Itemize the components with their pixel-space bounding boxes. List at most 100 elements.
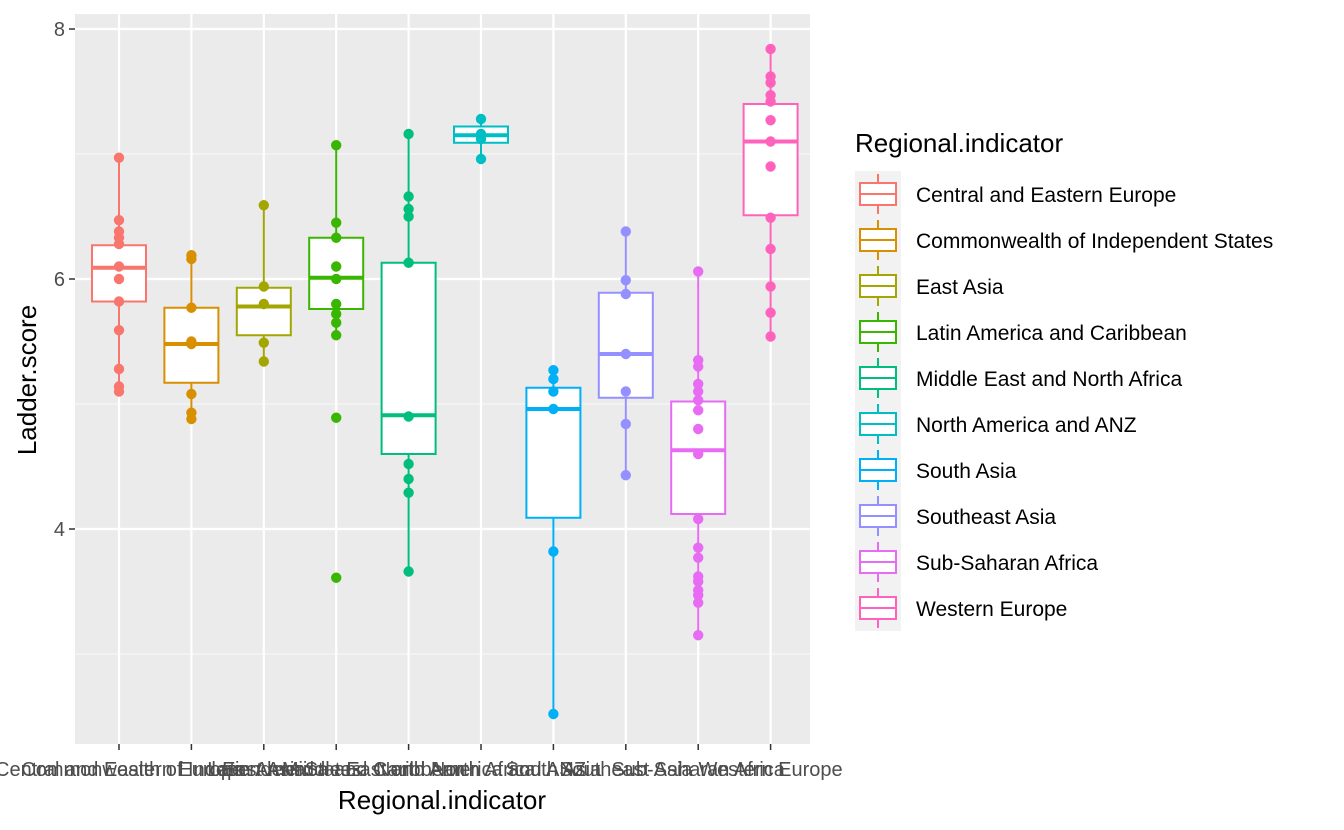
data-point [331,140,342,151]
box-group [91,152,147,397]
box-iqr [308,236,365,310]
data-point [765,96,776,107]
data-point [113,386,125,397]
data-point [475,133,487,145]
x-tick-label: Commonwealth of Independent States [21,759,361,781]
data-point [186,302,197,313]
box-iqr [235,286,292,337]
data-point [331,572,342,583]
data-point [765,331,776,342]
legend-title: Regional.indicator [855,128,1063,158]
data-point [693,386,704,397]
y-axis-title: Ladder.score [12,305,42,455]
data-point [693,266,704,277]
data-point [403,458,414,470]
data-point [258,356,269,367]
data-point [258,337,269,348]
data-point [693,405,704,416]
data-point [475,153,487,165]
box-group [525,365,582,720]
data-point [186,336,197,347]
box-group [308,140,365,583]
y-tick-label: 4 [54,519,65,541]
box-iqr [597,291,654,399]
data-point [403,473,414,485]
data-point [548,708,559,720]
box-group [235,200,292,367]
legend-label: South Asia [916,460,1017,483]
data-point [765,115,776,126]
data-point [113,152,125,163]
legend-item: East Asia [859,266,1004,306]
data-point [331,330,342,341]
data-point [620,275,631,286]
data-point [403,487,414,498]
data-point [186,253,197,265]
data-point [113,296,125,307]
data-point [403,203,414,215]
data-point [620,418,631,430]
data-point [765,43,776,55]
box-group [453,113,509,165]
data-point [403,128,414,140]
data-point [693,361,704,372]
data-point [548,373,559,385]
legend-label: North America and ANZ [916,414,1137,437]
data-point [113,273,125,285]
legend-label: Latin America and Caribbean [916,322,1187,345]
data-point [765,212,776,223]
box-group [742,43,799,342]
data-point [620,386,631,397]
data-point [113,363,125,375]
data-point [620,226,631,237]
data-point [693,630,704,641]
data-point [113,215,125,226]
data-point [548,386,559,397]
data-point [331,412,342,423]
data-point [548,403,559,415]
data-point [258,281,269,292]
legend-label: Middle East and North Africa [916,368,1182,391]
data-point [693,590,704,601]
data-point [693,576,704,587]
x-tick-label: Latin America and Caribbean [207,759,465,781]
data-point [693,552,704,563]
data-point [403,257,414,268]
data-point [765,243,776,255]
boxes [91,43,799,720]
data-point [693,513,704,525]
data-point [548,546,559,557]
data-point [403,411,414,422]
data-point [693,395,704,406]
legend-label: Central and Eastern Europe [916,184,1176,207]
legend-label: Western Europe [916,598,1067,621]
data-point [693,542,704,553]
data-point [331,273,342,285]
x-tick-label: Western Europe [699,759,843,781]
data-point [331,317,342,328]
data-point [403,211,414,222]
y-tick-label: 8 [54,19,65,41]
data-point [693,378,704,390]
box-group [380,128,437,577]
x-tick-label: Southeast Asia [559,759,693,781]
data-point [693,448,704,460]
data-point [331,217,342,228]
legend-item: Western Europe [859,588,1067,628]
x-tick-label: South Asia [506,759,603,781]
data-point [186,413,197,425]
data-point [113,238,125,250]
x-tick-label: Sub-Saharan Africa [611,759,785,781]
legend-item: Central and Eastern Europe [859,174,1176,214]
data-point [258,200,269,211]
x-tick-label: East Asia [222,759,306,781]
x-axis-title: Regional.indicator [338,785,546,815]
data-point [403,566,414,577]
data-point [186,388,197,400]
box-group [670,266,727,641]
box-iqr [91,244,147,303]
legend-item: Latin America and Caribbean [859,312,1187,352]
data-point [693,423,704,435]
data-point [765,136,776,147]
